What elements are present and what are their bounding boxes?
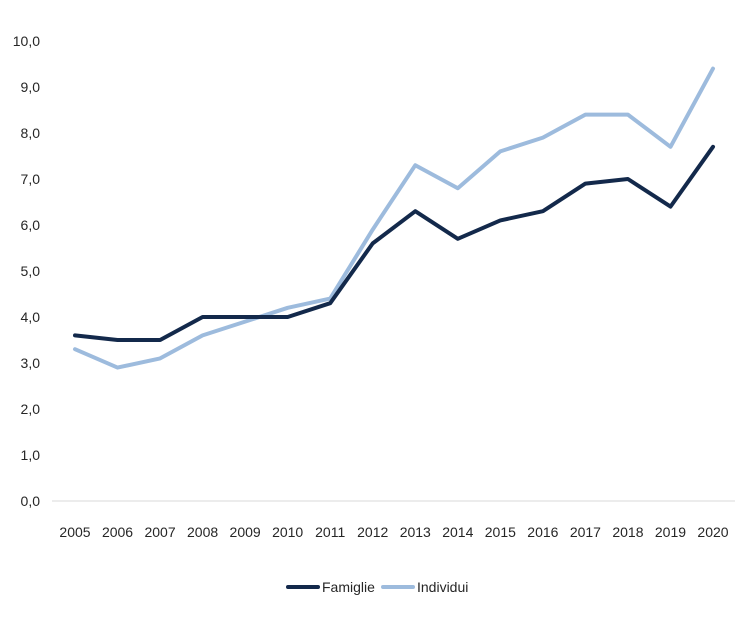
series-line-individui: [73, 66, 715, 370]
x-tick-label: 2007: [144, 524, 175, 540]
y-tick-label: 4,0: [21, 309, 41, 325]
y-tick-label: 9,0: [21, 79, 41, 95]
x-tick-label: 2010: [272, 524, 303, 540]
x-tick-label: 2006: [102, 524, 133, 540]
x-tick-label: 2018: [612, 524, 643, 540]
axes-layer: 0,0 1,0 2,0 3,0 4,0 5,0 6,0 7,0 8,0 9,0 10,0 2005 20…: [13, 33, 735, 540]
series-layer: [73, 66, 715, 370]
x-tick-label: 2008: [187, 524, 218, 540]
y-tick-label: 7,0: [21, 171, 41, 187]
y-tick-label: 5,0: [21, 263, 41, 279]
legend-label-famiglie: Famiglie: [322, 579, 375, 595]
x-tick-label: 2017: [570, 524, 601, 540]
y-tick-label: 1,0: [21, 447, 41, 463]
y-tick-label: 3,0: [21, 355, 41, 371]
x-tick-label: 2012: [357, 524, 388, 540]
x-tick-label: 2013: [400, 524, 431, 540]
series-line-famiglie: [73, 144, 715, 342]
y-tick-label: 8,0: [21, 125, 41, 141]
x-tick-label: 2015: [485, 524, 516, 540]
legend: Famiglie Individui: [286, 579, 468, 595]
legend-label-individui: Individui: [417, 579, 468, 595]
x-tick-label: 2009: [230, 524, 261, 540]
x-tick-label: 2016: [527, 524, 558, 540]
y-tick-label: 10,0: [13, 33, 40, 49]
y-tick-label: 6,0: [21, 217, 41, 233]
x-tick-label: 2020: [697, 524, 728, 540]
x-tick-label: 2011: [315, 524, 345, 540]
y-tick-label: 0,0: [21, 493, 41, 509]
x-tick-label: 2019: [655, 524, 686, 540]
y-tick-label: 2,0: [21, 401, 41, 417]
x-tick-label: 2014: [442, 524, 473, 540]
x-tick-label: 2005: [59, 524, 90, 540]
